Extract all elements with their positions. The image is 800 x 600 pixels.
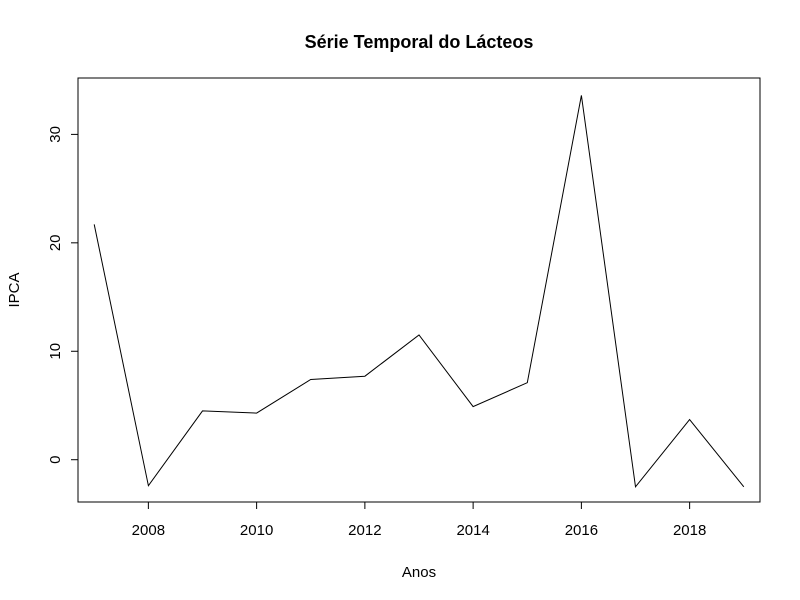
y-tick-label: 30 xyxy=(47,126,64,143)
data-point xyxy=(471,405,475,409)
data-point xyxy=(255,411,259,415)
y-axis: 0 10 20 30 xyxy=(47,126,79,464)
y-tick-label: 10 xyxy=(47,343,64,360)
y-tick-label: 20 xyxy=(47,234,64,251)
data-point xyxy=(525,381,529,385)
data-point xyxy=(200,409,204,413)
data-point xyxy=(363,374,367,378)
x-axis-label: Anos xyxy=(402,564,436,581)
series-line xyxy=(93,95,745,489)
x-tick-label: 2018 xyxy=(673,522,706,539)
x-tick-label: 2008 xyxy=(132,522,165,539)
x-tick-label: 2012 xyxy=(348,522,381,539)
series-layer xyxy=(92,93,746,489)
x-axis: 2008 2010 2012 2014 2016 2018 xyxy=(132,501,706,539)
y-tick-label: 0 xyxy=(47,456,64,464)
data-point xyxy=(92,222,96,226)
x-tick-label: 2010 xyxy=(240,522,273,539)
x-tick-label: 2016 xyxy=(565,522,598,539)
x-tick-label: 2014 xyxy=(456,522,489,539)
data-point xyxy=(579,93,583,97)
y-axis-label: IPCA xyxy=(6,272,23,307)
data-point xyxy=(146,484,150,488)
data-point xyxy=(634,485,638,489)
data-point xyxy=(417,333,421,337)
plot-area-frame xyxy=(77,77,761,503)
data-point xyxy=(309,377,313,381)
data-point xyxy=(742,485,746,489)
data-point xyxy=(688,418,692,422)
chart-title: Série Temporal do Lácteos xyxy=(305,32,534,52)
